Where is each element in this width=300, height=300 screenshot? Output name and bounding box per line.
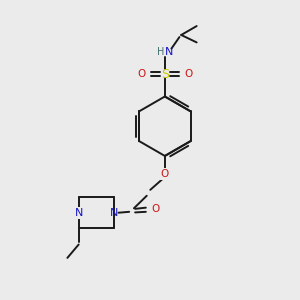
- Text: H: H: [157, 47, 164, 57]
- Text: O: O: [152, 204, 160, 214]
- Text: O: O: [137, 69, 145, 79]
- Text: N: N: [74, 208, 83, 218]
- Text: O: O: [161, 169, 169, 179]
- Text: N: N: [110, 208, 118, 218]
- Text: S: S: [161, 68, 169, 81]
- Text: N: N: [165, 47, 173, 57]
- Text: O: O: [184, 69, 193, 79]
